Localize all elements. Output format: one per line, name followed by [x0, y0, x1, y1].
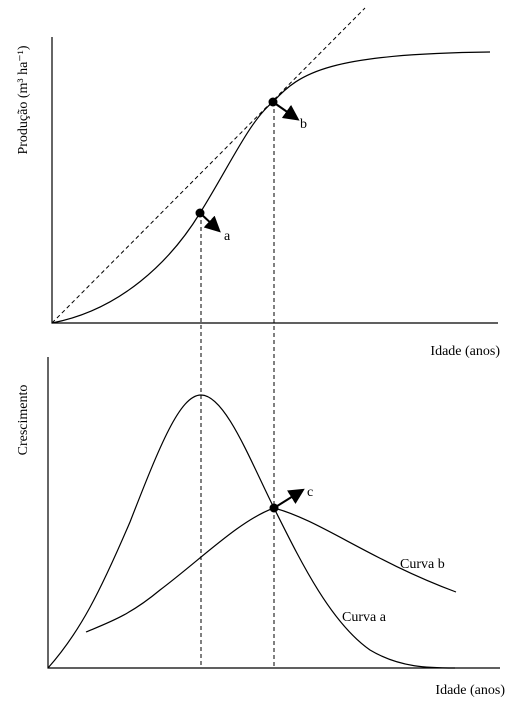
curve-label: Curva b — [400, 557, 445, 572]
production-curve — [51, 51, 491, 324]
bottom-panel: c Curva b Curva a Idade (anos) Crescimen… — [16, 357, 505, 698]
tangent-line — [51, 7, 366, 324]
x-axis-label: Idade (anos) — [435, 683, 505, 698]
curve-label: Curva a — [342, 610, 387, 625]
y-axis-label: Crescimento — [16, 385, 31, 456]
top-panel: a b Idade (anos) Produção (m³ ha⁻¹) — [16, 7, 500, 668]
arrow — [273, 488, 305, 509]
curve-b — [85, 507, 457, 633]
axes — [51, 37, 498, 324]
point-label: c — [307, 485, 313, 500]
point-label: b — [300, 117, 307, 132]
x-axis-label: Idade (anos) — [430, 344, 500, 359]
arrow — [199, 212, 221, 233]
point-label: a — [224, 229, 231, 244]
y-axis-label: Produção (m³ ha⁻¹) — [16, 45, 31, 154]
arrow — [272, 101, 300, 121]
curve-a — [47, 394, 456, 669]
